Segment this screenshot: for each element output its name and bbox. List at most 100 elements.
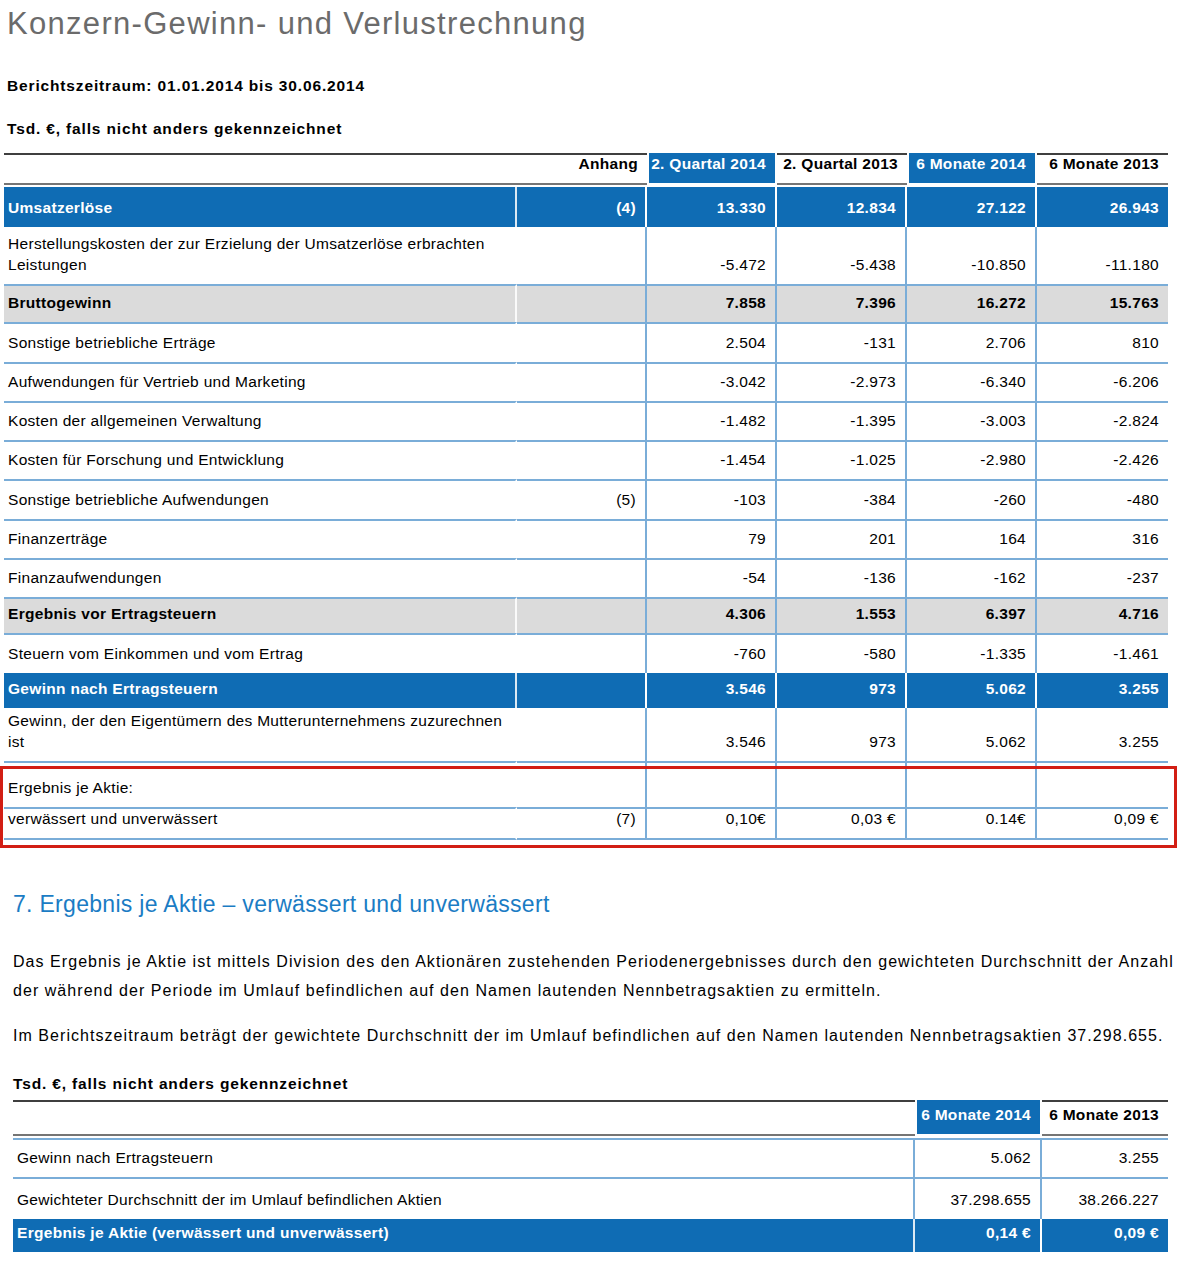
- income-statement-table: Anhang2. Quartal 20142. Quartal 20136 Mo…: [4, 153, 1168, 840]
- table-row: Aufwendungen für Vertrieb und Marketing -…: [4, 362, 1168, 401]
- row-note-ref: [517, 558, 647, 597]
- table-row: Ergebnis vor Ertragsteuern4.3061.5536.39…: [4, 597, 1168, 633]
- row-note-ref: [517, 633, 647, 673]
- row-value: 15.763: [1037, 284, 1168, 322]
- table-row: Ergebnis je Aktie (verwässert und unverw…: [13, 1219, 1168, 1252]
- row-value: -131: [777, 322, 907, 362]
- row-label: Sonstige betriebliche Aufwendungen: [4, 479, 517, 519]
- row-note-ref: [517, 284, 647, 322]
- section-heading: 7. Ergebnis je Aktie – verwässert und un…: [13, 891, 550, 918]
- row-value: 6.397: [907, 597, 1037, 633]
- row-value: -5.438: [777, 227, 907, 284]
- row-value: -3.042: [647, 362, 777, 401]
- row-value: -2.980: [907, 440, 1037, 479]
- row-label: verwässert und unverwässert: [4, 807, 517, 840]
- row-note-ref: [517, 322, 647, 362]
- row-value: 0,10€: [647, 807, 777, 840]
- row-value: 4.716: [1037, 597, 1168, 633]
- row-label: Gewinn, der den Eigentümern des Mutterun…: [4, 708, 517, 761]
- eps-table: 6 Monate 20146 Monate 2013Gewinn nach Er…: [13, 1100, 1168, 1252]
- table-row: Kosten für Forschung und Entwicklung-1.4…: [4, 440, 1168, 479]
- header-spacer: [4, 153, 517, 185]
- row-note-ref: [517, 440, 647, 479]
- row-note-ref: [517, 673, 647, 708]
- row-value: -580: [777, 633, 907, 673]
- table-row: Ergebnis je Aktie:: [4, 761, 1168, 807]
- reporting-period: Berichtszeitraum: 01.01.2014 bis 30.06.2…: [7, 77, 365, 95]
- row-value: 3.255: [1037, 673, 1168, 708]
- row-value: 79: [647, 519, 777, 558]
- row-value: -2.973: [777, 362, 907, 401]
- row-label: Gewinn nach Ertragsteuern: [13, 1138, 915, 1177]
- row-value: 27.122: [907, 187, 1037, 227]
- row-value: 316: [1037, 519, 1168, 558]
- column-header: 6 Monate 2014: [907, 153, 1037, 185]
- row-value: 164: [907, 519, 1037, 558]
- section-paragraph-1: Das Ergebnis je Aktie ist mittels Divisi…: [13, 947, 1190, 1005]
- row-note-ref: (5): [517, 479, 647, 519]
- row-value: 973: [777, 708, 907, 761]
- unit-note: Tsd. €, falls nicht anders gekennzeichne…: [7, 120, 342, 138]
- row-value: [777, 761, 907, 807]
- row-value: -384: [777, 479, 907, 519]
- table-row: Finanzerträge79201164316: [4, 519, 1168, 558]
- header-spacer: [13, 1100, 915, 1136]
- table-row: Sonstige betriebliche Erträge2.504-1312.…: [4, 322, 1168, 362]
- row-value: -6.340: [907, 362, 1037, 401]
- table-header-row: 6 Monate 20146 Monate 2013: [13, 1100, 1168, 1136]
- row-value: 3.255: [1037, 708, 1168, 761]
- row-value: 0.14€: [907, 807, 1037, 840]
- row-value: 16.272: [907, 284, 1037, 322]
- column-header: Anhang: [517, 153, 647, 185]
- row-note-ref: [517, 597, 647, 633]
- table-row: Steuern vom Einkommen und vom Ertrag-760…: [4, 633, 1168, 673]
- row-value: -1.461: [1037, 633, 1168, 673]
- row-value: -1.482: [647, 401, 777, 440]
- row-value: -260: [907, 479, 1037, 519]
- table-header-row: Anhang2. Quartal 20142. Quartal 20136 Mo…: [4, 153, 1168, 185]
- table-row: Sonstige betriebliche Aufwendungen(5)-10…: [4, 479, 1168, 519]
- row-value: 3.546: [647, 708, 777, 761]
- row-value: -2.426: [1037, 440, 1168, 479]
- row-note-ref: [517, 708, 647, 761]
- row-value: 3.546: [647, 673, 777, 708]
- row-value: 38.266.227: [1042, 1177, 1168, 1219]
- column-header: 6 Monate 2013: [1037, 153, 1168, 185]
- row-label: Steuern vom Einkommen und vom Ertrag: [4, 633, 517, 673]
- row-value: 0,09 €: [1042, 1219, 1168, 1252]
- row-value: -6.206: [1037, 362, 1168, 401]
- row-label: Finanzerträge: [4, 519, 517, 558]
- row-value: 13.330: [647, 187, 777, 227]
- table-row: verwässert und unverwässert(7)0,10€0,03 …: [4, 807, 1168, 840]
- row-value: 3.255: [1042, 1138, 1168, 1177]
- row-value: 0,03 €: [777, 807, 907, 840]
- row-value: -136: [777, 558, 907, 597]
- column-header: 2. Quartal 2013: [777, 153, 907, 185]
- row-value: 5.062: [915, 1138, 1042, 1177]
- row-note-ref: [517, 401, 647, 440]
- row-value: 1.553: [777, 597, 907, 633]
- section-paragraph-2: Im Berichtszeitraum beträgt der gewichte…: [13, 1021, 1190, 1050]
- row-value: 810: [1037, 322, 1168, 362]
- row-value: 2.504: [647, 322, 777, 362]
- row-value: [907, 761, 1037, 807]
- row-note-ref: [517, 362, 647, 401]
- row-label: Kosten für Forschung und Entwicklung: [4, 440, 517, 479]
- row-value: -54: [647, 558, 777, 597]
- page: Konzern-Gewinn- und Verlustrechnung Beri…: [0, 0, 1190, 1282]
- row-label: Gewinn nach Ertragsteuern: [4, 673, 517, 708]
- row-label: Aufwendungen für Vertrieb und Marketing: [4, 362, 517, 401]
- row-value: -2.824: [1037, 401, 1168, 440]
- column-header: 6 Monate 2014: [915, 1100, 1042, 1136]
- row-label: Gewichteter Durchschnitt der im Umlauf b…: [13, 1177, 915, 1219]
- table-row: Gewinn, der den Eigentümern des Mutterun…: [4, 708, 1168, 761]
- row-note-ref: [517, 519, 647, 558]
- row-value: -1.335: [907, 633, 1037, 673]
- row-value: 7.858: [647, 284, 777, 322]
- row-label: Kosten der allgemeinen Verwaltung: [4, 401, 517, 440]
- row-value: -103: [647, 479, 777, 519]
- row-label: Sonstige betriebliche Erträge: [4, 322, 517, 362]
- row-value: [1037, 761, 1168, 807]
- row-value: -480: [1037, 479, 1168, 519]
- row-value: 0,14 €: [915, 1219, 1042, 1252]
